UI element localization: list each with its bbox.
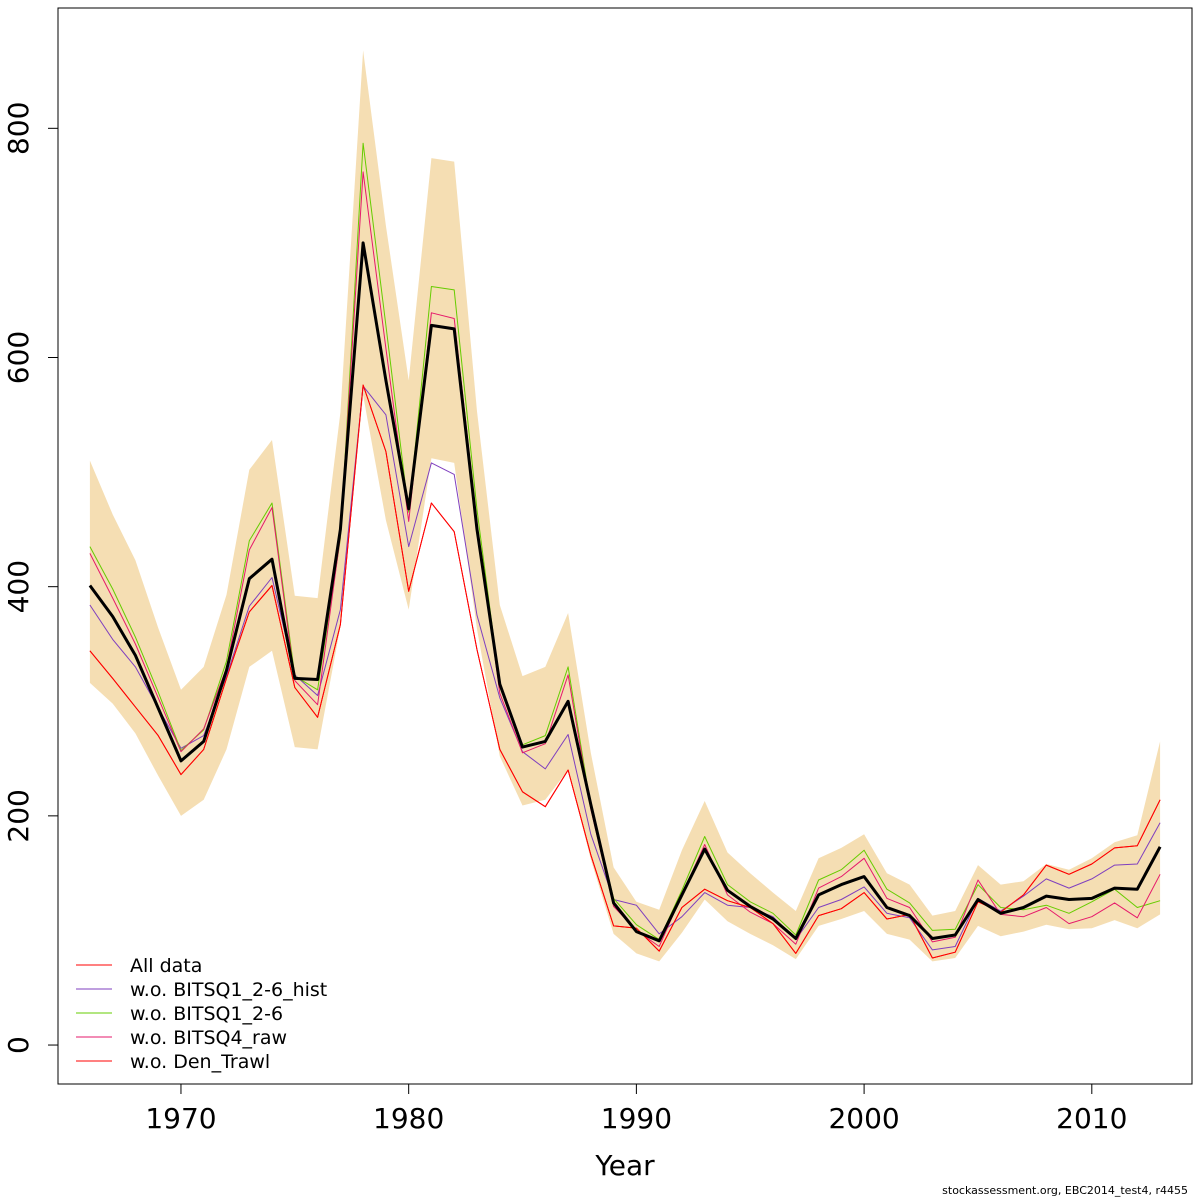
legend-item: w.o. BITSQ1_2-6 (76, 1003, 283, 1025)
legend-label: All data (130, 955, 202, 977)
x-axis: 1970 1980 1990 2000 2010 (145, 1083, 1127, 1135)
x-tick-label: 2010 (1056, 1102, 1127, 1135)
y-tick-label: 600 (2, 331, 35, 384)
x-tick-label: 1980 (373, 1102, 444, 1135)
footer-credit: stockassessment.org, EBC2014_test4, r445… (942, 1184, 1188, 1197)
confidence-band-layer (89, 50, 1161, 962)
legend-label: w.o. Den_Trawl (130, 1051, 270, 1073)
series-line-median (88, 241, 1162, 943)
legend-item: w.o. Den_Trawl (76, 1051, 270, 1073)
y-tick-label: 400 (2, 560, 35, 613)
y-tick-label: 200 (2, 789, 35, 842)
x-tick-label: 1990 (601, 1102, 672, 1135)
y-axis: 0 200 400 600 800 (2, 102, 59, 1054)
x-tick-label: 2000 (828, 1102, 899, 1135)
y-tick-label: 0 (2, 1036, 35, 1054)
y-tick-label: 800 (2, 102, 35, 155)
legend-label: w.o. BITSQ1_2-6_hist (130, 979, 327, 1001)
legend-label: w.o. BITSQ4_raw (130, 1027, 287, 1049)
legend-item: All data (76, 955, 202, 977)
legend-item: w.o. BITSQ1_2-6_hist (76, 979, 327, 1001)
x-tick-label: 1970 (145, 1102, 216, 1135)
x-axis-title: Year (594, 1149, 655, 1182)
series-line-w-o-bitsq1-2-6 (89, 142, 1161, 941)
legend-label: w.o. BITSQ1_2-6 (130, 1003, 283, 1025)
confidence-band (89, 50, 1161, 962)
series-lines-layer (88, 142, 1162, 959)
legend-item: w.o. BITSQ4_raw (76, 1027, 287, 1049)
